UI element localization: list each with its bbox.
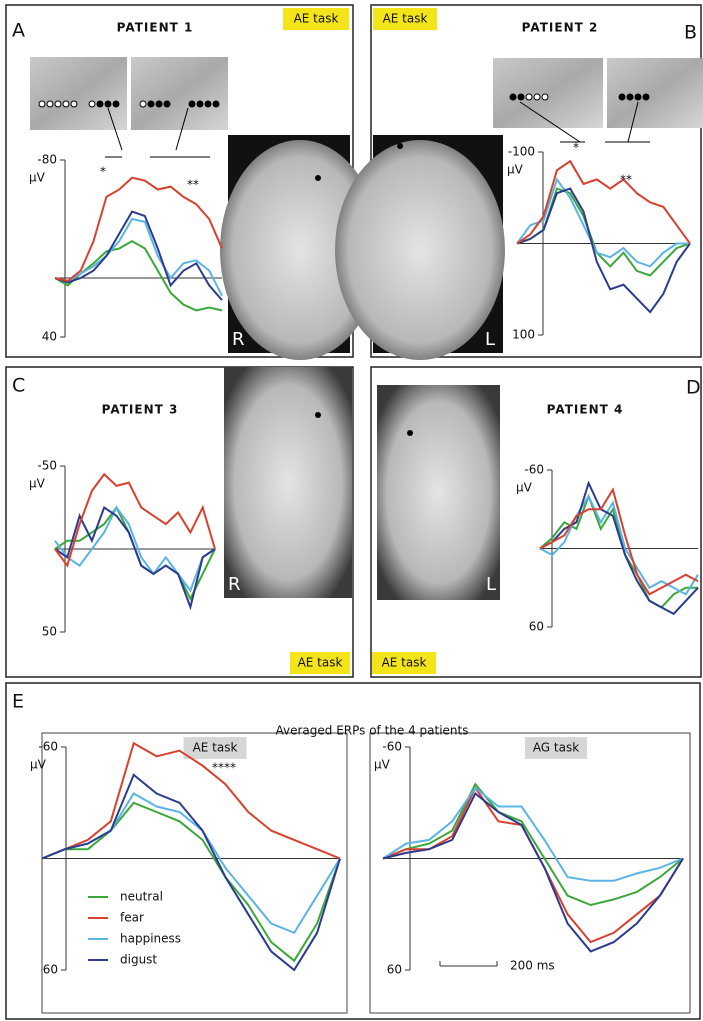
erp-line bbox=[539, 494, 699, 596]
electrode bbox=[407, 430, 413, 436]
erp-line bbox=[41, 741, 341, 860]
y-tick-label: -60 bbox=[524, 463, 544, 477]
contacts bbox=[38, 93, 650, 158]
erp-line bbox=[54, 505, 216, 593]
significance: * bbox=[573, 141, 579, 155]
chart-title: PATIENT 1 bbox=[117, 21, 194, 35]
panel-label: A bbox=[12, 20, 25, 42]
y-tick-label: 100 bbox=[512, 328, 535, 342]
erp-line bbox=[41, 801, 341, 963]
erp-line bbox=[41, 792, 341, 935]
y-tick-label: 60 bbox=[387, 963, 402, 977]
y-unit: μV bbox=[30, 758, 47, 772]
y-tick-label: -50 bbox=[37, 459, 57, 473]
erp-line bbox=[382, 786, 684, 882]
electrode bbox=[315, 175, 321, 181]
mri-slice bbox=[493, 58, 603, 128]
erp-line bbox=[516, 159, 691, 245]
mri-image bbox=[224, 367, 352, 598]
task-label: AE task bbox=[294, 12, 339, 26]
side-label: R bbox=[228, 574, 241, 595]
subplot-box bbox=[41, 732, 348, 1014]
side-label: L bbox=[486, 574, 496, 595]
y-tick-label: 60 bbox=[43, 963, 58, 977]
panel-label: D bbox=[686, 377, 701, 399]
mri-image bbox=[220, 140, 380, 360]
task-box bbox=[283, 8, 349, 30]
y-tick-label: 60 bbox=[529, 620, 544, 634]
erp-line bbox=[516, 177, 690, 268]
y-unit: μV bbox=[29, 477, 46, 491]
erp-line bbox=[382, 785, 684, 944]
significance: **** bbox=[212, 761, 236, 775]
panel-label: B bbox=[684, 22, 697, 44]
chart-title: PATIENT 3 bbox=[102, 403, 179, 417]
scale-bar-label: 200 ms bbox=[510, 959, 555, 973]
erp-line bbox=[54, 210, 223, 301]
erp-line bbox=[54, 239, 223, 312]
panel-label: E bbox=[12, 691, 24, 713]
legend-label: happiness bbox=[120, 932, 181, 946]
chart-title: PATIENT 2 bbox=[522, 21, 599, 35]
panel-label: C bbox=[12, 375, 25, 397]
y-tick-label: -80 bbox=[37, 153, 57, 167]
y-tick-label: 40 bbox=[42, 330, 57, 344]
erp-line bbox=[41, 773, 341, 972]
significance: * bbox=[100, 165, 106, 179]
chart-title: PATIENT 4 bbox=[547, 403, 624, 417]
task-box bbox=[372, 652, 436, 674]
task-box bbox=[290, 652, 350, 674]
erp-line bbox=[54, 505, 216, 611]
significance: ** bbox=[620, 173, 632, 187]
erp-line bbox=[382, 791, 684, 953]
task-label: AE task bbox=[193, 741, 238, 755]
task-label: AE task bbox=[382, 656, 427, 670]
side-label: R bbox=[232, 329, 245, 350]
mri-slice bbox=[30, 57, 127, 130]
task-label: AG task bbox=[533, 741, 579, 755]
task-label: AE task bbox=[298, 656, 343, 670]
subplot-box bbox=[369, 732, 691, 1014]
electrode bbox=[315, 412, 321, 418]
mri-slice bbox=[131, 57, 228, 130]
mri-image bbox=[335, 140, 505, 360]
mri-slice bbox=[607, 58, 703, 128]
panel-box bbox=[370, 366, 702, 678]
scale-bar bbox=[439, 961, 498, 967]
erp-line bbox=[539, 487, 699, 596]
task-label: AE task bbox=[383, 12, 428, 26]
panel-box bbox=[5, 682, 701, 1020]
erp-line bbox=[516, 187, 691, 314]
task-box bbox=[183, 737, 247, 759]
electrode bbox=[397, 143, 403, 149]
legend-label: digust bbox=[120, 953, 157, 967]
y-tick-label: -60 bbox=[38, 740, 58, 754]
y-unit: μV bbox=[29, 171, 46, 185]
y-unit: μV bbox=[374, 758, 391, 772]
erp-line bbox=[54, 472, 216, 568]
significance: ** bbox=[187, 178, 199, 192]
y-tick-label: -100 bbox=[508, 145, 535, 159]
averaged-title: Averaged ERPs of the 4 patients bbox=[275, 724, 468, 738]
task-box bbox=[373, 8, 437, 30]
y-tick-label: 50 bbox=[42, 625, 57, 639]
legend-label: neutral bbox=[120, 890, 163, 904]
erp-line bbox=[382, 782, 684, 907]
task-box bbox=[525, 737, 587, 759]
erp-line bbox=[54, 176, 223, 282]
mri-image bbox=[377, 385, 500, 600]
y-tick-label: -60 bbox=[382, 740, 402, 754]
legend-label: fear bbox=[120, 911, 144, 925]
erp-line bbox=[54, 217, 223, 297]
y-unit: μV bbox=[507, 163, 524, 177]
side-label: L bbox=[485, 329, 495, 350]
erp-line bbox=[539, 480, 699, 616]
y-unit: μV bbox=[516, 481, 533, 495]
panel-box bbox=[5, 366, 354, 678]
